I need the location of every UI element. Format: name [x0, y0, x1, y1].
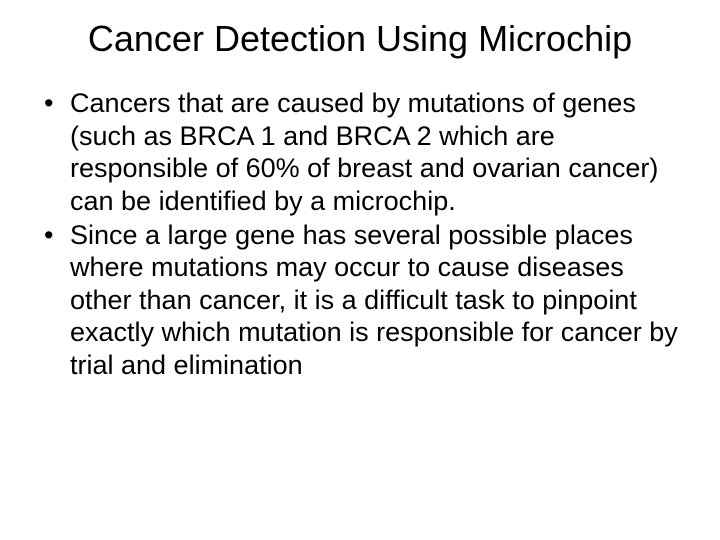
slide-title: Cancer Detection Using Microchip: [40, 18, 680, 59]
bullet-item: Cancers that are caused by mutations of …: [40, 87, 680, 217]
bullet-list: Cancers that are caused by mutations of …: [40, 87, 680, 381]
bullet-item: Since a large gene has several possible …: [40, 219, 680, 381]
